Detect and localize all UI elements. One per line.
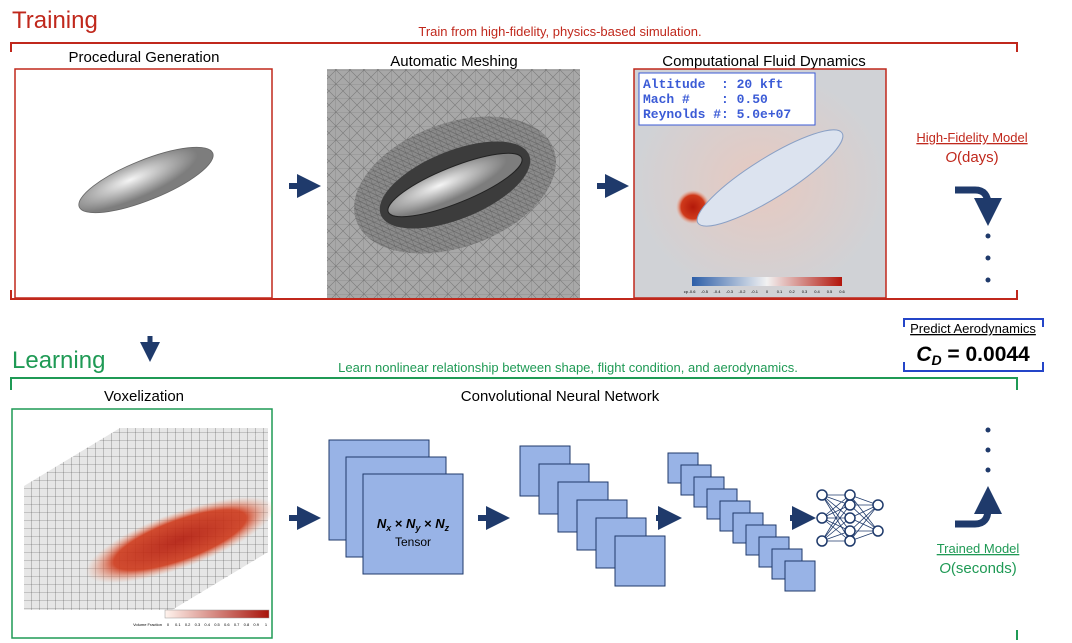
tensor-caption: Tensor	[395, 535, 431, 549]
nn-node	[845, 526, 855, 536]
colorbar-tick: 0.6	[224, 622, 230, 627]
colorbar-tick: 0.2	[185, 622, 191, 627]
colorbar-tick: -0.5	[701, 289, 709, 294]
separator: ×	[420, 516, 435, 531]
dim-sub: z	[444, 523, 450, 533]
step-label: Convolutional Neural Network	[461, 388, 660, 405]
step-label: Procedural Generation	[69, 49, 220, 66]
nn-node	[817, 490, 827, 500]
colorbar-tick: 0.4	[204, 622, 210, 627]
model-cost: O(seconds)	[939, 560, 1017, 577]
colorbar	[165, 610, 269, 618]
dot	[986, 234, 991, 239]
nn-node	[845, 490, 855, 500]
symbol: C	[916, 343, 932, 366]
nn-node	[817, 536, 827, 546]
training-subtitle: Train from high-fidelity, physics-based …	[418, 24, 701, 39]
cost-symbol: O	[939, 560, 951, 577]
dot	[986, 428, 991, 433]
colorbar-tick: 0.5	[214, 622, 220, 627]
colorbar	[692, 277, 842, 286]
feature-map	[785, 561, 815, 591]
training-title: Training	[12, 7, 98, 34]
predict-value: CD = 0.0044	[916, 343, 1030, 368]
colorbar-tick: 0.4	[814, 289, 820, 294]
colorbar-tick: 0.1	[175, 622, 181, 627]
diagram: Training Train from high-fidelity, physi…	[0, 0, 1072, 643]
value: = 0.0044	[942, 343, 1030, 366]
colorbar-tick: 0.1	[777, 289, 783, 294]
condition: Reynolds #: 5.0e+07	[643, 107, 791, 122]
predict-title: Predict Aerodynamics	[910, 321, 1036, 336]
colorbar-tick: 0.8	[244, 622, 250, 627]
step-label: Computational Fluid Dynamics	[662, 53, 865, 70]
colorbar-tick: -0.1	[751, 289, 759, 294]
nn-node	[873, 526, 883, 536]
nn-node	[845, 500, 855, 510]
dot	[986, 256, 991, 261]
condition: Mach # : 0.50	[643, 92, 768, 107]
nn-node	[817, 513, 827, 523]
colorbar-tick: -0.2	[739, 289, 747, 294]
colorbar-tick: 0.3	[195, 622, 201, 627]
dot	[986, 448, 991, 453]
cost-symbol: O	[945, 149, 957, 166]
colorbar-tick: 0.6	[839, 289, 845, 294]
colorbar-label: Volume Fraction	[133, 622, 162, 627]
colorbar-tick: 0.2	[789, 289, 795, 294]
colorbar-tick: -0.3	[726, 289, 734, 294]
learning-title: Learning	[12, 347, 105, 374]
nn-node	[873, 500, 883, 510]
model-cost: O(days)	[945, 149, 998, 166]
condition: Altitude : 20 kft	[643, 77, 783, 92]
cost-arg: (days)	[957, 149, 999, 166]
nn-node	[845, 513, 855, 523]
step-label: Voxelization	[104, 388, 184, 405]
colorbar-tick: 0.3	[802, 289, 808, 294]
feature-map	[615, 536, 665, 586]
arrow	[955, 500, 988, 524]
model-name: High-Fidelity Model	[916, 130, 1027, 145]
colorbar-tick: -0.6	[689, 289, 697, 294]
colorbar-tick: 0.7	[234, 622, 240, 627]
learning-subtitle: Learn nonlinear relationship between sha…	[338, 360, 798, 375]
cost-arg: (seconds)	[951, 560, 1017, 577]
dot	[986, 468, 991, 473]
arrow	[955, 190, 988, 212]
nn-node	[845, 536, 855, 546]
colorbar-tick: 0.9	[253, 622, 259, 627]
separator: ×	[391, 516, 406, 531]
subscript: D	[931, 352, 941, 368]
dot	[986, 278, 991, 283]
colorbar-tick: -0.4	[714, 289, 722, 294]
model-name: Trained Model	[937, 541, 1020, 556]
tensor-stack	[329, 440, 463, 574]
colorbar-tick: 0.5	[827, 289, 833, 294]
step-label: Automatic Meshing	[390, 53, 518, 70]
